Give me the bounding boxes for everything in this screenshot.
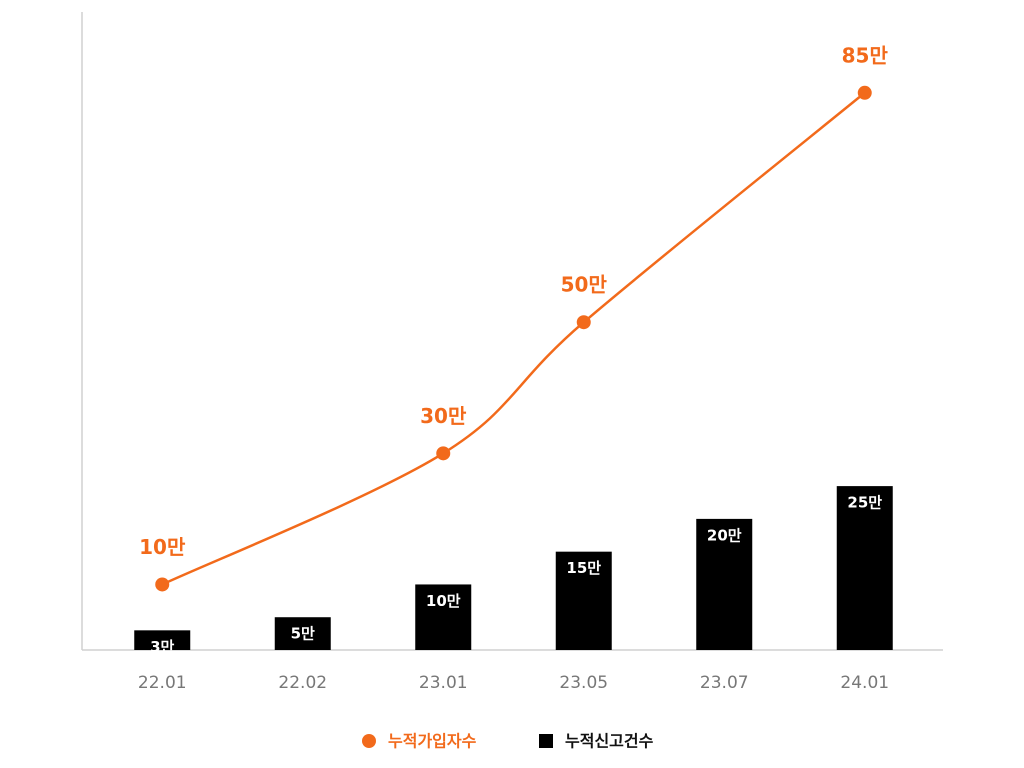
line-value-label: 10만 [139,535,186,559]
legend-marker [539,734,553,748]
bar-value-label: 10만 [426,592,461,610]
bar [274,617,331,650]
bar [555,551,612,650]
line-value-label: 30만 [420,404,467,428]
bar [836,486,893,650]
x-tick-label: 23.07 [700,673,749,693]
line-value-label: 85만 [842,43,889,67]
line-point [155,577,170,592]
bar [415,584,472,650]
line-value-label: 50만 [561,273,608,297]
legend-marker [362,734,376,748]
bar [696,518,753,650]
x-tick-label: 22.01 [138,673,187,693]
legend-label: 누적가입자수 [388,732,477,751]
bar-value-label: 5만 [291,625,315,643]
line-point [576,315,591,330]
line-point [436,446,451,461]
x-tick-label: 23.05 [559,673,608,693]
bar-value-label: 25만 [847,494,882,512]
x-tick-label: 23.01 [419,673,468,693]
line [161,91,866,586]
x-tick-label: 24.01 [840,673,889,693]
legend-label: 누적신고건수 [565,732,654,751]
line-point [857,85,872,100]
bar-value-label: 3만 [150,638,174,656]
x-tick-label: 22.02 [278,673,327,693]
bar-value-label: 20만 [707,526,742,544]
bar-value-label: 15만 [566,559,601,577]
bar [134,630,191,650]
